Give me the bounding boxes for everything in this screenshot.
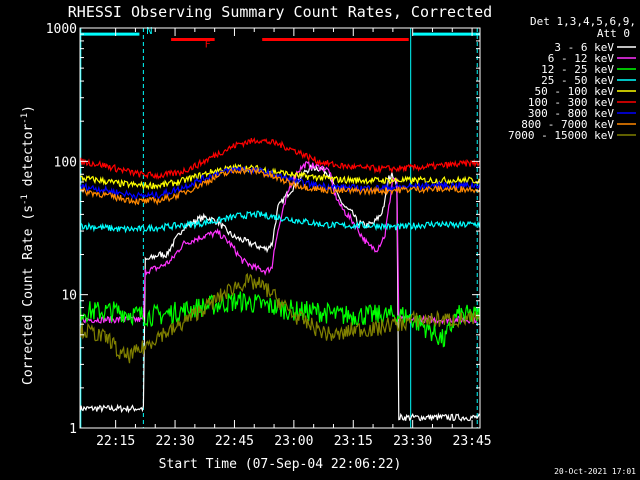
y-axis: 1 10 100 1000: [46, 22, 480, 437]
footer-date: 20-Oct-2021 17:01: [554, 467, 636, 476]
series-line-6: [79, 166, 481, 200]
legend-entry-label: 12 - 25 keV: [541, 63, 614, 76]
y-tick-label: 100: [54, 155, 77, 170]
legend-entry-label: 800 - 7000 keV: [521, 118, 614, 131]
series-line-7: [79, 166, 481, 206]
flag-label: N: [146, 26, 152, 37]
legend-entry-label: 3 - 6 keV: [554, 41, 614, 54]
x-axis: 22:15 22:30 22:45 23:00 23:15 23:30 23:45: [96, 28, 492, 449]
series-line-1: [79, 160, 481, 325]
series-line-5: [80, 137, 481, 180]
x-tick-label: 22:15: [96, 434, 135, 449]
legend-header-line2: Att 0: [597, 27, 630, 40]
plot-frame: [79, 27, 481, 429]
chart-title: RHESSI Observing Summary Count Rates, Co…: [68, 3, 492, 21]
x-tick-label: 23:45: [453, 434, 492, 449]
series-line-3: [79, 210, 481, 234]
legend-entry-label: 25 - 50 keV: [541, 74, 614, 87]
x-tick-label: 23:00: [274, 434, 313, 449]
x-tick-label: 23:30: [393, 434, 432, 449]
legend-entry-label: 6 - 12 keV: [548, 52, 615, 65]
y-tick-label: 1000: [46, 22, 77, 37]
x-tick-label: 22:45: [215, 434, 254, 449]
x-tick-label: 23:15: [334, 434, 373, 449]
flag-label: F: [205, 39, 211, 50]
y-axis-label: Corrected Count Rate (s-1 detector-1): [20, 105, 36, 385]
series-line-0: [79, 162, 481, 422]
legend-header-line1: Det 1,3,4,5,6,9,: [530, 15, 636, 28]
x-tick-label: 22:30: [155, 434, 194, 449]
series-line-8: [79, 272, 481, 364]
x-axis-label: Start Time (07-Sep-04 22:06:22): [159, 457, 402, 472]
legend-entry-label: 300 - 800 keV: [528, 107, 614, 120]
legend-entry-label: 100 - 300 keV: [528, 96, 614, 109]
y-tick-label: 1: [69, 422, 77, 437]
plot-area: NF: [79, 26, 481, 428]
legend-entry-label: 7000 - 15000 keV: [508, 129, 614, 142]
y-tick-label: 10: [61, 289, 77, 304]
legend-entry-label: 50 - 100 keV: [535, 85, 615, 98]
